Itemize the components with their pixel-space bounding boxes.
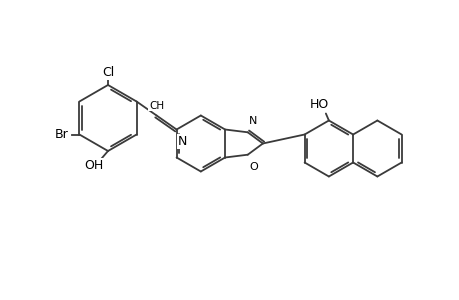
Text: CH: CH	[149, 100, 164, 110]
Text: N: N	[177, 134, 186, 148]
Text: Br: Br	[55, 128, 68, 141]
Text: OH: OH	[84, 158, 103, 172]
Text: O: O	[249, 162, 258, 172]
Text: Cl: Cl	[101, 65, 114, 79]
Text: N: N	[248, 116, 257, 126]
Text: HO: HO	[308, 98, 328, 111]
